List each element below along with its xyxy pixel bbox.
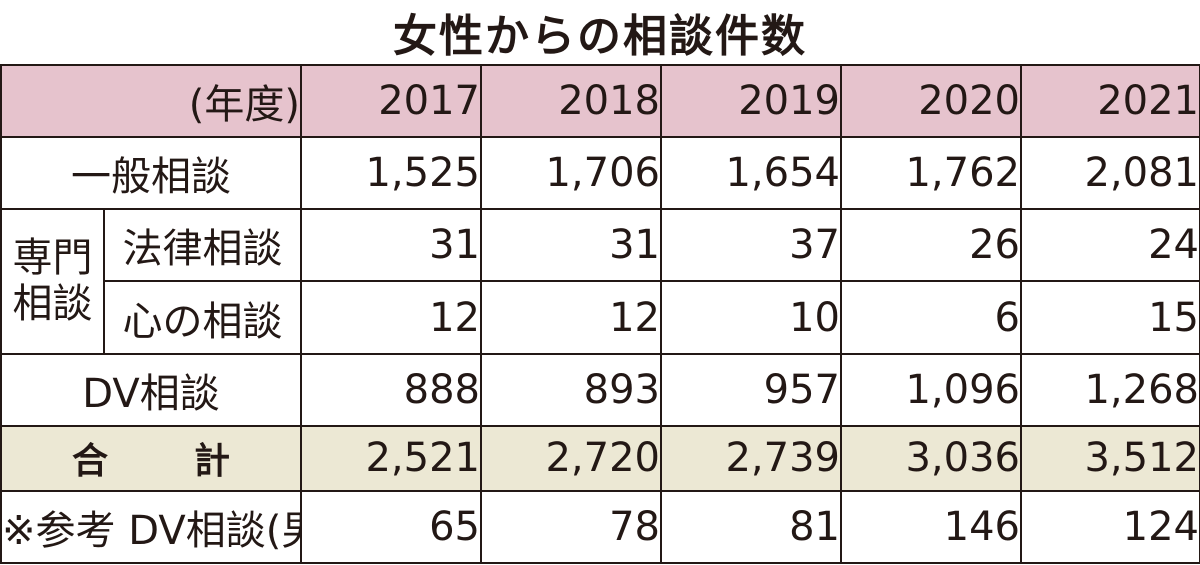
header-row: (年度) 2017 2018 2019 2020 2021 (0, 64, 1200, 138)
row-label-general: 一般相談 (0, 135, 302, 211)
table-row-dv-male: ※参考 DV相談(男性) 65 78 81 146 124 (0, 489, 1200, 565)
table-cell: 1,096 (840, 352, 1022, 427)
table-cell: 81 (660, 489, 842, 565)
row-label-dv-male: ※参考 DV相談(男性) (0, 489, 302, 565)
group-label-specialist: 専門 相談 (12, 235, 93, 328)
year-header-label: (年度) (0, 64, 302, 138)
table-cell: 12 (480, 280, 662, 355)
table-cell: 893 (480, 352, 662, 427)
table-cell: 2,739 (660, 424, 842, 492)
table-row-general: 一般相談 1,525 1,706 1,654 1,762 2,081 (0, 135, 1200, 211)
table-cell: 2,521 (300, 424, 482, 492)
table-title: 女性からの相談件数 (393, 11, 807, 62)
year-column-header: 2020 (840, 64, 1022, 138)
table-cell: 1,268 (1020, 352, 1200, 427)
table-cell: 146 (840, 489, 1022, 565)
table-cell: 957 (660, 352, 842, 427)
table-row-mental: 心の相談 12 12 10 6 15 (1, 280, 1200, 355)
table-cell: 1,706 (480, 135, 662, 211)
row-group-specialist: 専門 相談 (0, 208, 105, 355)
consultation-table: (年度) 2017 2018 2019 2020 2021 一般相談 1,525… (0, 64, 1200, 565)
table-cell: 124 (1020, 489, 1200, 565)
row-label-total: 合 計 (0, 424, 302, 492)
row-label-mental: 心の相談 (103, 280, 302, 355)
table-cell: 15 (1020, 280, 1200, 355)
table-cell: 31 (480, 208, 662, 283)
table-cell: 3,512 (1020, 424, 1200, 492)
year-column-header: 2017 (300, 64, 482, 138)
table-cell: 10 (660, 280, 842, 355)
table-cell: 65 (300, 489, 482, 565)
total-label-left: 合 (72, 441, 109, 483)
table-cell: 24 (1020, 208, 1200, 283)
table-cell: 2,081 (1020, 135, 1200, 211)
table-cell: 78 (480, 489, 662, 565)
table-cell: 37 (660, 208, 842, 283)
table-cell: 888 (300, 352, 482, 427)
year-column-header: 2018 (480, 64, 662, 138)
table-cell: 12 (300, 280, 482, 355)
table-cell: 1,762 (840, 135, 1022, 211)
table-row-total: 合 計 2,521 2,720 2,739 3,036 3,512 (0, 424, 1200, 492)
row-label-legal: 法律相談 (103, 208, 302, 283)
year-column-header: 2019 (660, 64, 842, 138)
table-cell: 1,525 (300, 135, 482, 211)
table-cell: 1,654 (660, 135, 842, 211)
table-cell: 26 (840, 208, 1022, 283)
table-cell: 6 (840, 280, 1022, 355)
table-cell: 3,036 (840, 424, 1022, 492)
table-row-legal: 専門 相談 法律相談 31 31 37 26 24 (0, 208, 1200, 355)
table-row-dv: DV相談 888 893 957 1,096 1,268 (0, 352, 1200, 427)
total-label-right: 計 (193, 441, 230, 483)
table-cell: 31 (300, 208, 482, 283)
table-cell: 2,720 (480, 424, 662, 492)
row-label-dv: DV相談 (0, 352, 302, 427)
year-column-header: 2021 (1020, 64, 1200, 138)
